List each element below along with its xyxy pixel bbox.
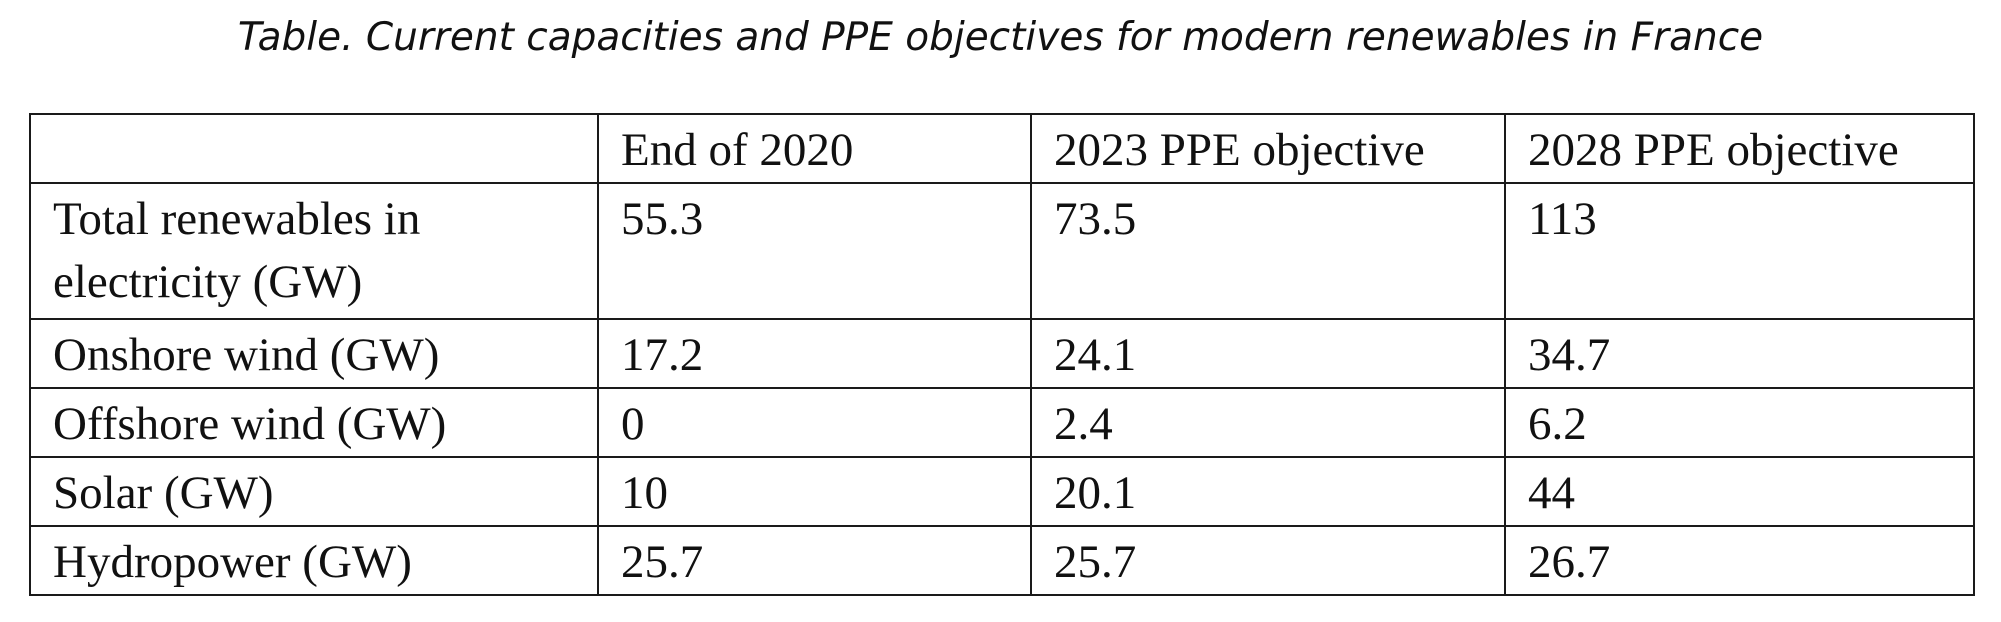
row-label: Onshore wind (GW) <box>29 318 599 389</box>
header-cell-empty <box>29 113 599 184</box>
table-header-row: End of 2020 2023 PPE objective 2028 PPE … <box>29 113 1975 184</box>
table-cell: 113 <box>1504 182 1975 320</box>
table-cell: 25.7 <box>1030 525 1506 596</box>
table-row: Onshore wind (GW) 17.2 24.1 34.7 <box>29 318 1975 389</box>
header-cell-2028-objective: 2028 PPE objective <box>1504 113 1975 184</box>
row-label: Offshore wind (GW) <box>29 387 599 458</box>
table-cell: 26.7 <box>1504 525 1975 596</box>
table-caption: Table. Current capacities and PPE object… <box>237 15 1764 60</box>
table-cell: 17.2 <box>597 318 1032 389</box>
row-label: Hydropower (GW) <box>29 525 599 596</box>
table-cell: 2.4 <box>1030 387 1506 458</box>
table-cell: 44 <box>1504 456 1975 527</box>
table-row: Hydropower (GW) 25.7 25.7 26.7 <box>29 525 1975 596</box>
table-cell: 34.7 <box>1504 318 1975 389</box>
table-row: Total renewables in electricity (GW) 55.… <box>29 182 1975 320</box>
table-row: Offshore wind (GW) 0 2.4 6.2 <box>29 387 1975 458</box>
table-cell: 73.5 <box>1030 182 1506 320</box>
table-cell: 6.2 <box>1504 387 1975 458</box>
table-row: Solar (GW) 10 20.1 44 <box>29 456 1975 527</box>
renewables-table: End of 2020 2023 PPE objective 2028 PPE … <box>29 113 1975 596</box>
header-cell-2023-objective: 2023 PPE objective <box>1030 113 1506 184</box>
header-cell-end-2020: End of 2020 <box>597 113 1032 184</box>
row-label: Total renewables in electricity (GW) <box>29 182 599 320</box>
table-cell: 20.1 <box>1030 456 1506 527</box>
table-cell: 0 <box>597 387 1032 458</box>
row-label: Solar (GW) <box>29 456 599 527</box>
table-cell: 10 <box>597 456 1032 527</box>
table-cell: 24.1 <box>1030 318 1506 389</box>
table-cell: 25.7 <box>597 525 1032 596</box>
table-cell: 55.3 <box>597 182 1032 320</box>
